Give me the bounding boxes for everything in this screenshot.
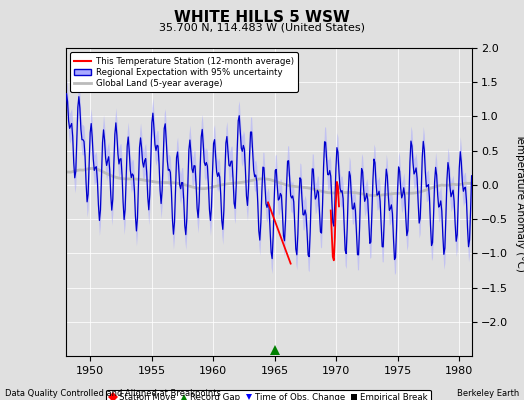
Text: WHITE HILLS 5 WSW: WHITE HILLS 5 WSW [174, 10, 350, 25]
Legend: Station Move, Record Gap, Time of Obs. Change, Empirical Break: Station Move, Record Gap, Time of Obs. C… [106, 390, 431, 400]
Text: 35.700 N, 114.483 W (United States): 35.700 N, 114.483 W (United States) [159, 22, 365, 32]
Y-axis label: Temperature Anomaly (°C): Temperature Anomaly (°C) [515, 132, 524, 272]
Text: Data Quality Controlled and Aligned at Breakpoints: Data Quality Controlled and Aligned at B… [5, 389, 221, 398]
Text: Berkeley Earth: Berkeley Earth [456, 389, 519, 398]
